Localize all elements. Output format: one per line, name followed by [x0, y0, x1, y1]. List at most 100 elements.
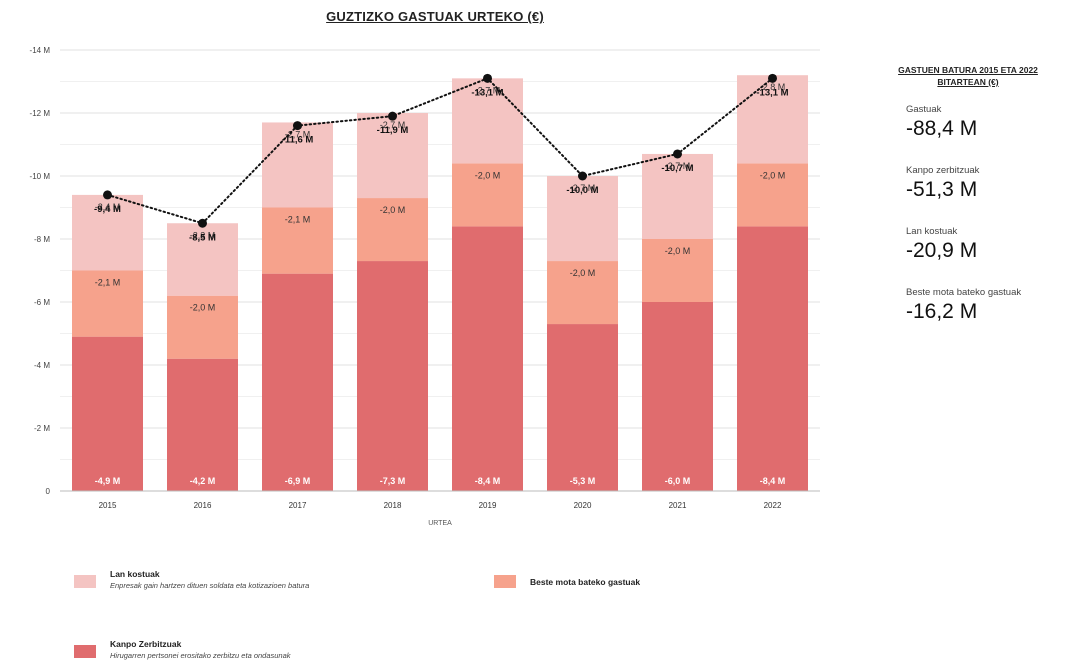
y-tick-label: -14 M — [30, 46, 51, 55]
data-label: -2,1 M — [285, 215, 311, 225]
total-label: -11,6 M — [282, 135, 314, 146]
data-label: -4,2 M — [190, 476, 216, 486]
data-label: -2,7 M — [570, 183, 596, 193]
summary-value: -51,3 M — [906, 178, 978, 201]
bar-segment — [642, 153, 713, 239]
total-label: -10,0 M — [566, 185, 598, 196]
bar-segment — [357, 198, 428, 262]
summary-value: -20,9 M — [906, 239, 978, 262]
bar-segment — [452, 163, 523, 227]
x-tick-label: 2019 — [479, 501, 497, 510]
total-point — [578, 171, 587, 181]
total-point — [483, 73, 492, 83]
summary-label: Beste mota bateko gastuak — [906, 287, 1022, 298]
data-label: -2,7 M — [285, 129, 311, 139]
x-tick-label: 2020 — [574, 501, 592, 510]
summary-value: -16,2 M — [906, 300, 978, 323]
summary-value: -88,4 M — [906, 117, 978, 140]
summary-item-kanpo-zerbitzuak: Kanpo zerbitzuak -51,3 M — [906, 165, 1060, 203]
legend-label-beste: Beste mota bateko gastuak — [530, 577, 641, 587]
bar-segment — [642, 239, 713, 302]
bar-segment — [547, 324, 618, 491]
data-label: -2,4 M — [95, 202, 121, 212]
bar-segment — [262, 122, 333, 208]
summary-item-gastuak: Gastuak -88,4 M — [906, 104, 1060, 142]
data-label: -4,9 M — [95, 476, 121, 486]
data-label: -6,9 M — [285, 476, 311, 486]
chart-canvas: 0 -2 M -4 M -6 M -8 M -10 M -12 M -14 M -4,9 M -2… — [30, 46, 820, 527]
total-point — [198, 218, 207, 228]
data-label: -8,4 M — [475, 476, 501, 486]
bar-segment — [72, 194, 143, 271]
legend-swatch-beste — [494, 575, 516, 588]
total-label: -13,1 M — [471, 87, 503, 98]
legend-desc-lan: Enpresak gain hartzen dituen soldata eta… — [110, 581, 310, 590]
bar-segment — [167, 295, 238, 359]
data-label: -2,0 M — [665, 246, 691, 256]
legend-swatch-lan — [74, 575, 96, 588]
x-axis-title: URTEA — [428, 520, 452, 527]
bar-segment — [167, 223, 238, 296]
data-label: -7,3 M — [380, 476, 406, 486]
x-tick-label: 2015 — [99, 501, 117, 510]
bar-segment — [642, 302, 713, 491]
data-label: -2,0 M — [380, 205, 406, 215]
y-tick-label: -12 M — [30, 109, 51, 118]
data-label: -2,8 M — [760, 82, 786, 92]
bar-segment — [547, 176, 618, 262]
summary-item-lan-kostuak: Lan kostuak -20,9 M — [906, 226, 1060, 264]
data-label: -2,3 M — [190, 230, 216, 240]
stacked-bar-chart: GUZTIZKO GASTUAK URTEKO (€) 0 -2 M -4 M -6 … — [30, 9, 820, 527]
total-point — [293, 121, 302, 131]
summary-panel: GASTUEN BATURA 2015 ETA 2022 BITARTEAN (… — [880, 64, 1060, 348]
data-label: -2,7 M — [475, 85, 501, 95]
total-label: -13,1 M — [756, 87, 788, 98]
x-tick-label: 2022 — [764, 501, 782, 510]
bar-segment — [167, 358, 238, 491]
legend-item-kanpo-zerbitzuak: Kanpo Zerbitzuak Hirugarren pertsonei er… — [74, 638, 291, 661]
total-line — [106, 77, 774, 225]
x-tick-label: 2017 — [289, 501, 307, 510]
legend-label-kanpo: Kanpo Zerbitzuak — [110, 639, 182, 649]
bar-segment — [452, 226, 523, 491]
data-label: -6,0 M — [665, 476, 691, 486]
data-label: -2,7 M — [380, 120, 406, 130]
legend-item-lan-kostuak: Lan kostuak Enpresak gain hartzen dituen… — [74, 568, 309, 591]
bar-segment — [72, 336, 143, 491]
summary-label: Kanpo zerbitzuak — [906, 165, 980, 176]
x-tick-label: 2016 — [194, 501, 212, 510]
bar-segment — [452, 78, 523, 164]
summary-label: Lan kostuak — [906, 226, 958, 237]
summary-title: GASTUEN BATURA 2015 ETA 2022 BITARTEAN (… — [898, 65, 1038, 87]
total-label: -10,7 M — [661, 163, 693, 174]
legend-label-lan: Lan kostuak — [110, 569, 160, 579]
bar-segment — [262, 207, 333, 274]
x-tick-label: 2018 — [384, 501, 402, 510]
y-tick-label: -10 M — [30, 172, 51, 181]
y-tick-label: -2 M — [34, 424, 50, 433]
chart-title: GUZTIZKO GASTUAK URTEKO (€) — [326, 9, 544, 24]
bar-segment — [357, 261, 428, 491]
total-point — [673, 149, 682, 159]
data-label: -2,0 M — [760, 170, 786, 180]
summary-item-beste-mota: Beste mota bateko gastuak -16,2 M — [906, 287, 1060, 325]
data-label: -2,0 M — [190, 303, 216, 313]
bar-segment — [547, 261, 618, 325]
y-tick-label: 0 — [46, 487, 51, 496]
total-point — [768, 73, 777, 83]
y-tick-label: -8 M — [34, 235, 50, 244]
total-point — [388, 111, 397, 121]
total-label: -8,5 M — [189, 232, 216, 243]
data-label: -2,1 M — [95, 278, 121, 288]
total-label: -11,9 M — [377, 125, 409, 136]
bar-segment — [737, 226, 808, 491]
data-label: -8,4 M — [760, 476, 786, 486]
bar-segment — [262, 273, 333, 491]
total-point — [103, 190, 112, 200]
chart-legend: Lan kostuak Enpresak gain hartzen dituen… — [0, 560, 860, 664]
total-label: -9,4 M — [94, 204, 121, 215]
data-label: -2,0 M — [475, 170, 501, 180]
legend-desc-kanpo: Hirugarren pertsonei erositako zerbitzu … — [110, 651, 291, 660]
data-label: -5,3 M — [570, 476, 596, 486]
bar-segment — [737, 163, 808, 227]
